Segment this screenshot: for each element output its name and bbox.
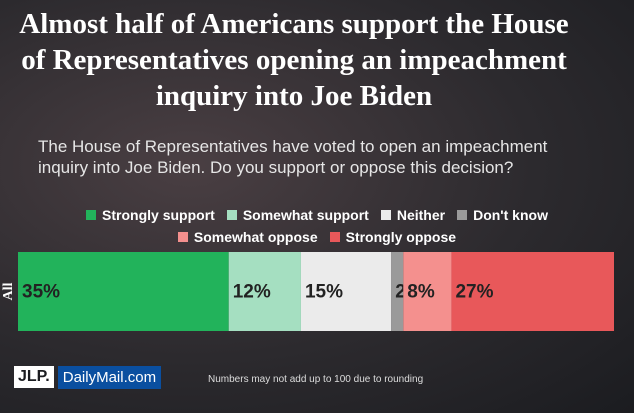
legend-swatch [86,210,97,220]
data-label: 35% [22,282,60,303]
bar-segment [300,252,392,331]
legend-label: Somewhat oppose [193,229,318,245]
chart-title: Almost half of Americans support the Hou… [19,8,569,112]
bar-segment [228,252,301,331]
legend-swatch [380,210,391,220]
bar-segment [451,252,614,331]
bar-segment [18,252,229,331]
data-label: 27% [455,282,493,303]
logo: DailyMail.com [57,365,162,389]
legend: Strongly support Somewhat support Neither D… [0,204,634,248]
legend-row: Strongly support Somewhat support Neither D… [0,204,634,226]
legend-item: Don't know [457,207,548,223]
note: Numbers may not add up to 100 due to rou… [208,374,424,385]
legend-swatch [329,232,340,242]
legend-swatch [226,210,237,220]
legend-label: Neither [396,207,446,223]
logo: JLP. [14,366,54,388]
bar-segment [403,252,452,331]
chart-subtitle: The House of Representatives have voted … [38,137,548,177]
legend-label: Somewhat support [242,207,369,223]
legend-item: Somewhat support [226,207,369,223]
legend-label: Strongly oppose [345,229,457,245]
y-tick-label: All [1,282,16,300]
legend-label: Don't know [473,207,548,223]
legend-swatch [457,210,468,220]
data-label: 8% [407,282,435,303]
data-label: 12% [233,282,271,303]
data-label: 15% [305,282,343,303]
bar-segment [391,252,404,331]
legend-row: Somewhat oppose Strongly oppose [0,226,634,248]
legend-item: Strongly oppose [329,229,457,245]
legend-swatch [177,232,188,242]
legend-item: Somewhat oppose [177,229,318,245]
logos: JLP. DailyMail.com [14,364,162,390]
legend-label: Strongly support [102,207,215,223]
legend-item: Strongly support [86,207,215,223]
legend-item: Neither [380,207,446,223]
